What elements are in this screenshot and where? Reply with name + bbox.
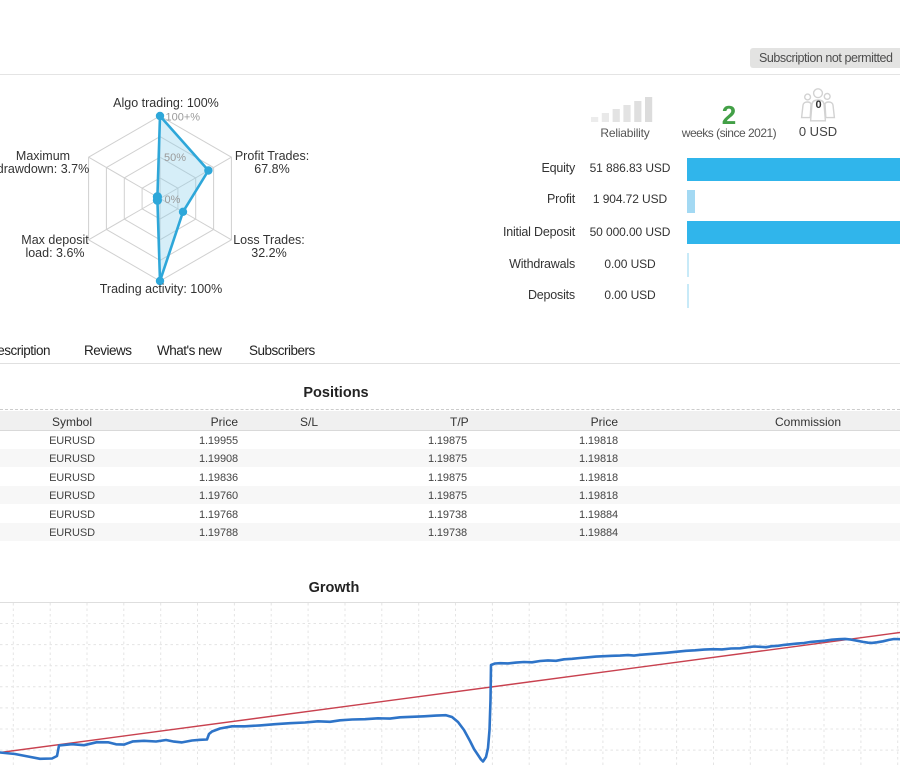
svg-text:100+%: 100+% xyxy=(166,112,201,124)
svg-text:0%: 0% xyxy=(165,194,181,206)
svg-text:50%: 50% xyxy=(164,152,186,164)
